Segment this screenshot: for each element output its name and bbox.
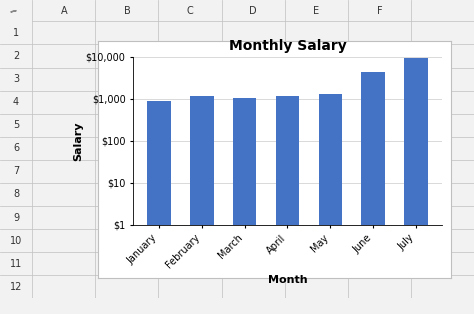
- Text: 9: 9: [13, 213, 19, 223]
- Text: 10: 10: [10, 236, 22, 246]
- Text: C: C: [187, 6, 193, 16]
- Bar: [361, 72, 385, 314]
- Bar: [190, 96, 214, 314]
- Text: F: F: [376, 6, 382, 16]
- Text: 7: 7: [13, 166, 19, 176]
- Bar: [233, 98, 256, 314]
- Text: 6: 6: [13, 143, 19, 153]
- Text: A: A: [61, 6, 67, 16]
- X-axis label: Month: Month: [268, 274, 307, 284]
- Text: B: B: [124, 6, 130, 16]
- Text: 2: 2: [13, 51, 19, 61]
- FancyArrow shape: [11, 11, 16, 12]
- Bar: [404, 58, 428, 314]
- Text: 11: 11: [10, 259, 22, 269]
- Text: 8: 8: [13, 189, 19, 199]
- Text: 4: 4: [13, 97, 19, 107]
- Text: 12: 12: [10, 282, 22, 292]
- Bar: [319, 94, 342, 314]
- Title: Monthly Salary: Monthly Salary: [228, 39, 346, 53]
- Text: D: D: [249, 6, 257, 16]
- Text: 5: 5: [13, 120, 19, 130]
- Y-axis label: Salary: Salary: [73, 121, 83, 161]
- Text: 1: 1: [13, 28, 19, 38]
- Bar: [147, 101, 171, 314]
- Text: E: E: [313, 6, 319, 16]
- Text: 3: 3: [13, 74, 19, 84]
- Bar: [276, 96, 299, 314]
